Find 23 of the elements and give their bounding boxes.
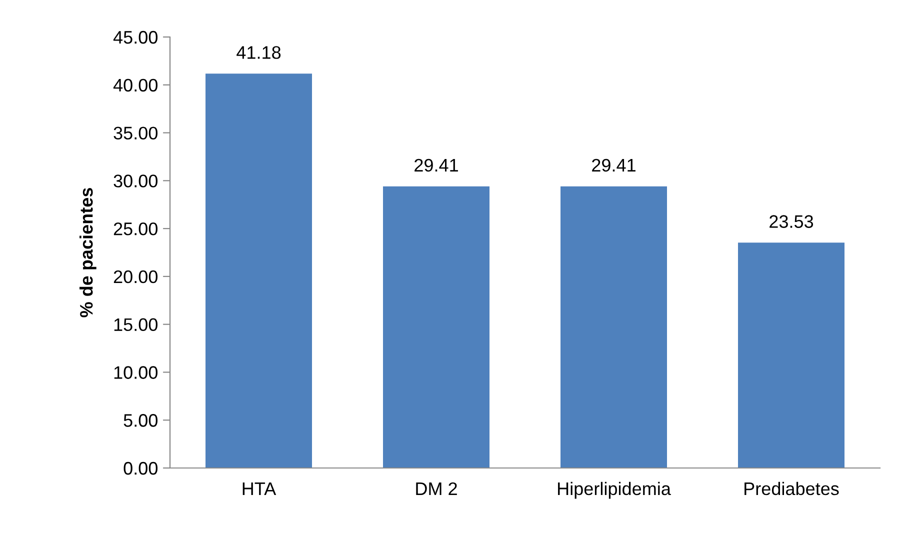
y-tick-label: 45.00 xyxy=(113,30,158,44)
y-tick-label: 25.00 xyxy=(114,222,158,236)
bar xyxy=(738,242,844,468)
y-tick-label: 15.00 xyxy=(114,318,158,332)
y-tick-label: 0.00 xyxy=(124,462,158,475)
bar xyxy=(383,186,490,468)
data-label: 29.41 xyxy=(592,158,636,172)
data-label: 23.53 xyxy=(770,215,814,228)
bar xyxy=(206,74,312,468)
data-label: 41.18 xyxy=(236,46,281,59)
x-tick-label: DM 2 xyxy=(416,482,457,495)
y-tick-label: 5.00 xyxy=(124,414,158,427)
x-tick-label: Prediabetes xyxy=(744,482,839,496)
y-tick-label: 35.00 xyxy=(114,126,158,140)
data-label: 29.41 xyxy=(414,158,458,172)
x-tick-label: Hiperlipidemia xyxy=(558,482,671,499)
x-tick-label: HTA xyxy=(242,482,276,495)
y-axis-title: % de pacientes xyxy=(80,188,96,318)
y-tick-label: 40.00 xyxy=(113,78,158,92)
bar xyxy=(560,186,667,468)
y-tick-label: 10.00 xyxy=(114,366,158,379)
y-tick-label: 20.00 xyxy=(114,270,158,284)
y-tick-label: 30.00 xyxy=(114,174,158,188)
